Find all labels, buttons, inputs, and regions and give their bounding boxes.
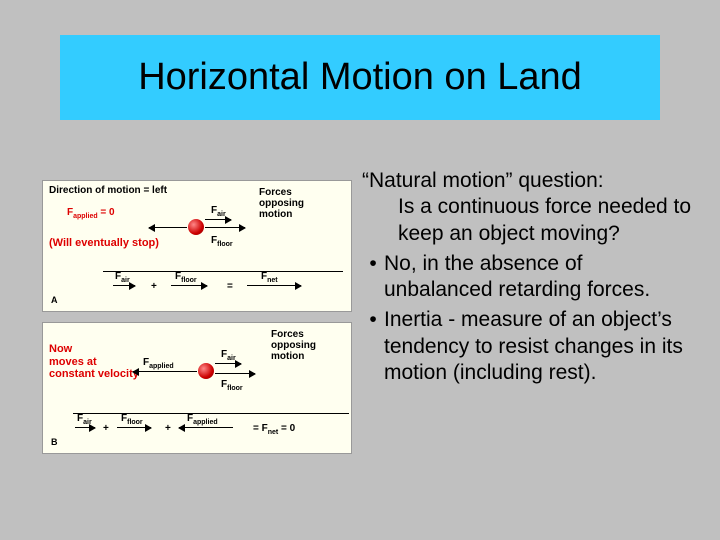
panelB-fair: Fair [221,349,236,362]
panelA-eq-net-arrow [247,285,301,286]
panelB-now-note: Now moves at constant velocity [49,343,139,381]
panelA-applied-label: Fapplied = 0 [67,207,115,220]
panelA-fair-label: Fair [211,205,226,218]
question-body: Is a continuous force needed to keep an … [362,194,692,247]
panelA-eq-fair: Fair [115,271,130,284]
diagram-area: Direction of motion = left Fapplied = 0 … [42,180,352,480]
diagram-panel-b: Now moves at constant velocity Forces op… [42,322,352,454]
bullet-marker-icon: • [362,307,384,386]
panelA-eq-fnet: Fnet [261,271,278,284]
text-area: “Natural motion” question: Is a continuo… [362,168,692,390]
panelB-eq-applied-arrow [179,427,233,428]
bullet2-text: Inertia - measure of an object’s tendenc… [384,307,692,386]
bullet-item-2: • Inertia - measure of an object’s tende… [362,307,692,386]
panelA-direction-label: Direction of motion = left [49,185,167,196]
panelB-ball-icon [198,363,214,379]
bullet1-text: No, in the absence of unbalanced retardi… [384,251,692,304]
panelB-applied-arrow [133,371,197,372]
panelA-floor-arrow [205,227,245,228]
panelB-eq-air-arrow [75,427,95,428]
panelB-eq-fapplied: Fapplied [187,413,218,426]
panelA-eq-ffloor: Ffloor [175,271,197,284]
bullet-item-1: • No, in the absence of unbalanced retar… [362,251,692,304]
panelA-eq-plus: + [151,281,157,292]
panelB-fapplied: Fapplied [143,357,174,370]
panelB-eq-fnet: = Fnet = 0 [253,423,295,436]
panelA-air-arrow [205,219,231,220]
title-banner: Horizontal Motion on Land [60,35,660,120]
panelB-label: B [51,437,58,447]
panelB-eq-floor-arrow [117,427,151,428]
question-block: “Natural motion” question: Is a continuo… [362,168,692,247]
panelA-eq-eq: = [227,281,233,292]
panelB-air-arrow [215,363,241,364]
panelB-forces-heading: Forces opposing motion [271,329,331,362]
panelA-eq-air-arrow [113,285,135,286]
panelB-eq-plus2: + [165,423,171,434]
panelA-forces-heading: Forces opposing motion [259,187,319,220]
diagram-panel-a: Direction of motion = left Fapplied = 0 … [42,180,352,312]
panelA-ffloor-label: Ffloor [211,235,233,248]
panelB-floor-arrow [215,373,255,374]
panelA-motion-arrow [149,227,187,228]
panelA-eq-floor-arrow [171,285,207,286]
panelB-ffloor: Ffloor [221,379,243,392]
panelA-label: A [51,295,58,305]
panelA-stop-note: (Will eventually stop) [49,237,159,249]
panelB-eq-ffloor: Ffloor [121,413,143,426]
panelB-eq-plus1: + [103,423,109,434]
bullet-marker-icon: • [362,251,384,304]
question-lead: “Natural motion” question: [362,168,692,194]
panelB-eq-fair: Fair [77,413,92,426]
panelA-ball-icon [188,219,204,235]
slide-title: Horizontal Motion on Land [138,56,582,99]
